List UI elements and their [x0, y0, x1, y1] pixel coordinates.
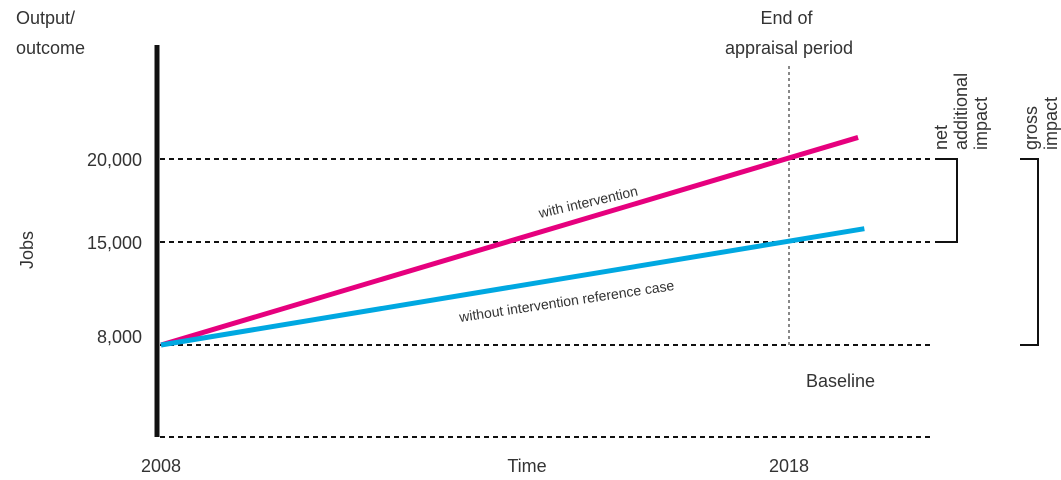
y-axis-title: Output/ outcome: [16, 8, 85, 58]
net-impact-label: net additional impact: [931, 68, 991, 150]
x-tick-2018: 2018: [769, 456, 809, 476]
reference-lines: [160, 158, 930, 438]
end-period-label: End of appraisal period: [725, 8, 853, 58]
series-label-without-intervention: without intervention reference case: [457, 277, 675, 325]
x-axis-label: Time: [507, 456, 546, 476]
x-tick-2008: 2008: [141, 456, 181, 476]
y-axis-label: Jobs: [17, 231, 37, 269]
y-tick-8000: 8,000: [97, 327, 142, 347]
baseline-label: Baseline: [806, 371, 875, 391]
gross-impact-bracket: [1020, 158, 1039, 346]
y-tick-15000: 15,000: [87, 233, 142, 253]
series-line-without-intervention: [160, 226, 865, 348]
y-tick-20000: 20,000: [87, 150, 142, 170]
net-impact-bracket: [935, 158, 958, 243]
gross-impact-label: gross impact: [1021, 97, 1061, 150]
series-line-with-intervention: [160, 135, 859, 348]
